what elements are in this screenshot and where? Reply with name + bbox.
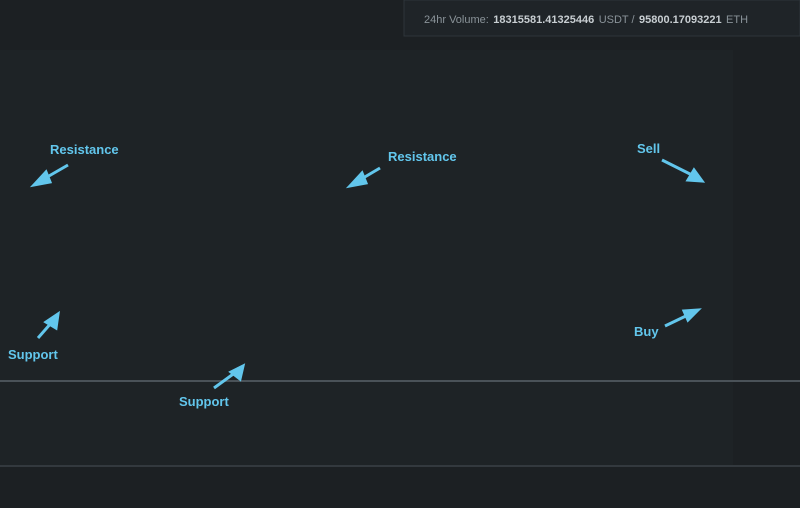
plot-area: [0, 50, 733, 465]
annotation: Support: [8, 347, 58, 362]
header: 24hr Volume: 18315581.41325446 USDT / 95…: [424, 10, 748, 27]
annotation: Resistance: [388, 149, 457, 164]
eth-volume: 95800.17093221: [639, 14, 722, 26]
header-box: [403, 0, 800, 37]
arrows: [29, 158, 706, 390]
eth-unit: ETH: [726, 14, 748, 26]
annotation: Resistance: [50, 142, 119, 157]
annotations: Resistance Resistance Sell Support Suppo…: [8, 141, 706, 409]
annotation: Support: [179, 394, 229, 409]
volume-label: 24hr Volume:: [424, 14, 489, 26]
annotation: Buy: [634, 324, 659, 339]
usdt-volume: 18315581.41325446: [493, 14, 594, 26]
annotation: Sell: [637, 141, 660, 156]
usdt-unit: USDT /: [599, 14, 636, 26]
